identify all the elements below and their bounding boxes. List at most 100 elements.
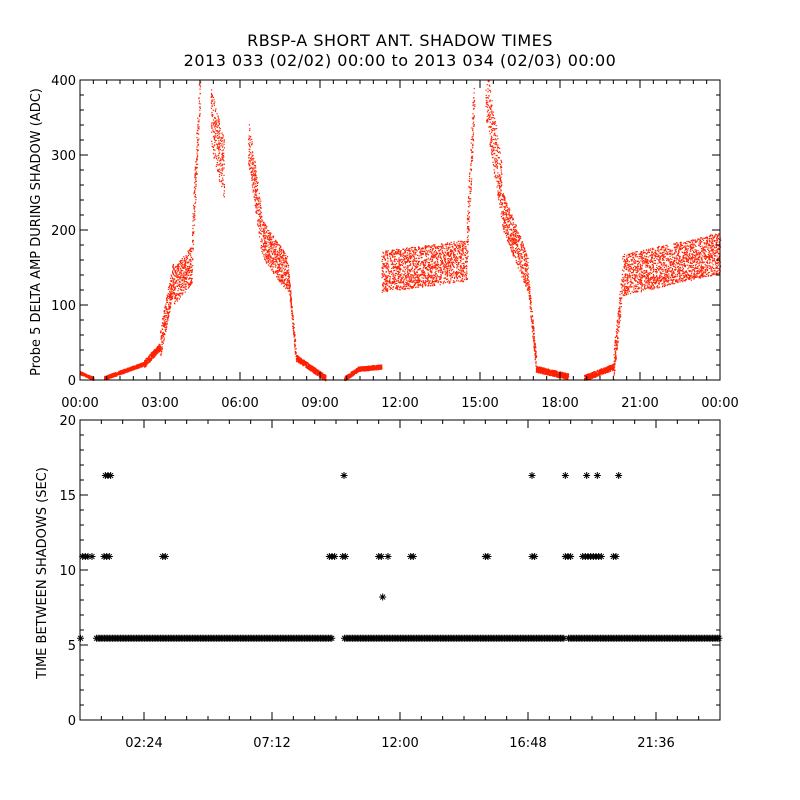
data-point	[454, 244, 456, 246]
data-point	[257, 198, 259, 200]
data-point	[194, 182, 196, 184]
data-point	[187, 270, 190, 272]
data-point	[262, 230, 264, 232]
data-point	[166, 297, 168, 299]
data-point	[217, 143, 219, 145]
data-point	[372, 369, 374, 371]
data-point	[366, 369, 368, 371]
data-point	[281, 277, 284, 279]
data-point	[255, 193, 257, 195]
data-point	[268, 249, 270, 251]
data-point	[161, 347, 163, 349]
data-point	[270, 251, 272, 253]
data-point	[279, 246, 281, 248]
data-point	[266, 262, 268, 264]
data-point	[187, 262, 189, 264]
data-point	[151, 356, 153, 358]
data-point	[165, 327, 167, 329]
data-point	[265, 242, 267, 244]
data-point	[447, 246, 449, 248]
data-point	[223, 185, 225, 188]
data-point	[164, 322, 166, 325]
data-point	[213, 149, 215, 151]
data-point	[153, 350, 155, 352]
data-point	[390, 260, 392, 262]
data-point	[313, 370, 315, 372]
data-point	[258, 231, 260, 233]
data-point	[277, 266, 280, 268]
data-point	[386, 275, 388, 277]
data-point	[90, 378, 92, 380]
data-point	[136, 365, 138, 367]
data-point	[166, 320, 168, 322]
data-point	[379, 364, 381, 367]
data-point	[263, 231, 266, 233]
data-point	[323, 374, 326, 376]
data-point	[186, 261, 188, 263]
data-point	[251, 155, 253, 157]
data-point	[283, 251, 285, 253]
data-point	[250, 153, 252, 155]
data-point	[324, 377, 326, 379]
data-point	[292, 315, 294, 317]
data-point	[108, 374, 111, 376]
data-point	[155, 348, 157, 351]
data-point	[450, 266, 452, 268]
data-point	[219, 163, 221, 165]
data-point	[170, 274, 172, 276]
data-point	[88, 376, 90, 378]
data-point	[184, 260, 186, 262]
data-point	[387, 289, 389, 291]
data-point	[211, 131, 213, 133]
data-point	[196, 137, 198, 139]
data-point	[351, 374, 353, 376]
data-point	[214, 136, 216, 138]
data-point	[438, 266, 440, 268]
data-point	[395, 278, 397, 280]
data-point	[256, 207, 258, 209]
data-point	[154, 352, 157, 354]
data-point	[459, 269, 461, 272]
data-point	[163, 316, 165, 318]
data-point	[197, 139, 199, 141]
data-point	[280, 275, 282, 278]
data-point	[220, 181, 222, 183]
data-point	[264, 240, 266, 242]
data-point	[180, 281, 182, 283]
data-point	[186, 281, 188, 283]
data-point	[199, 106, 201, 108]
data-point	[286, 257, 288, 259]
data-point	[455, 245, 457, 247]
data-point	[255, 211, 257, 213]
data-point	[457, 271, 459, 273]
data-point	[219, 139, 222, 142]
data-point	[251, 171, 253, 173]
data-point	[194, 175, 196, 177]
data-point	[425, 253, 428, 255]
data-point	[314, 373, 317, 375]
data-point	[164, 307, 166, 309]
data-point	[349, 376, 351, 378]
data-point	[256, 212, 258, 214]
data-point	[259, 232, 261, 234]
data-point	[177, 294, 179, 296]
data-point	[218, 130, 220, 132]
data-point	[352, 375, 354, 377]
data-point	[260, 233, 262, 235]
data-point	[266, 257, 268, 259]
data-point	[294, 344, 296, 347]
data-point	[404, 256, 406, 258]
data-point	[255, 178, 257, 180]
data-point	[271, 259, 273, 261]
data-point	[430, 277, 432, 279]
data-point	[219, 152, 221, 154]
data-point	[121, 372, 123, 374]
data-point	[182, 274, 185, 276]
data-point	[295, 348, 297, 350]
data-point	[199, 115, 201, 118]
data-point	[421, 271, 423, 273]
data-point	[193, 217, 195, 219]
data-point	[212, 131, 215, 133]
data-point	[266, 256, 268, 258]
data-point	[364, 366, 366, 368]
